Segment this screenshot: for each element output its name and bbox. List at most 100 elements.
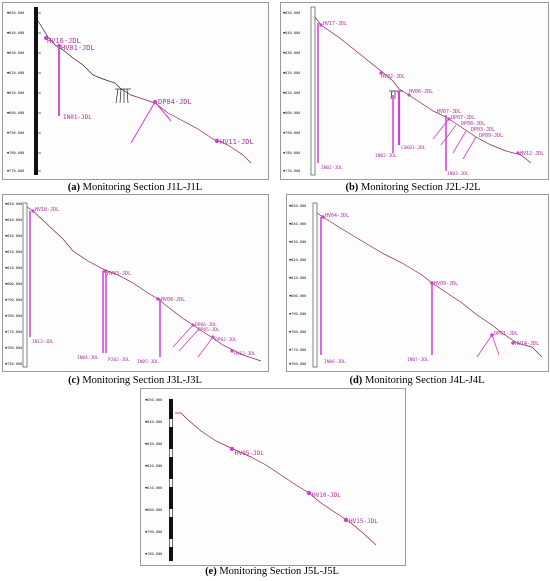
caption-b: (b) Monitoring Section J2L-J2L [278, 182, 548, 193]
marker-hv08 [156, 297, 160, 301]
elevation-label: ▼760.000 [5, 346, 22, 350]
caption-text: Monitoring Section J1L-J1L [82, 182, 203, 193]
caption-letter: (b) [345, 182, 359, 193]
elevation-label: ▼770.000 [283, 169, 300, 173]
retaining-structure [115, 88, 131, 104]
elevation-label: ▼840.000 [289, 222, 306, 226]
label-hv08: HV08-JDL [161, 297, 185, 303]
marker-hv13 [230, 349, 234, 353]
elevation-label: ▼800.000 [283, 111, 300, 115]
slope-profile [175, 412, 377, 546]
elevation-ruler [34, 7, 38, 175]
marker-hv04 [321, 215, 325, 219]
label-dp03: DP03-JDL [471, 127, 495, 133]
label-dp02: DP02-JDL [215, 337, 237, 343]
label-hv16: HV16-JDL [47, 37, 81, 45]
marker-dp06 [191, 323, 195, 327]
elevation-label: ▼820.000 [145, 464, 162, 468]
elevation-label: ▼840.000 [283, 31, 300, 35]
elevation-label: ▼770.000 [289, 348, 306, 352]
ruler-ticks [169, 419, 173, 547]
section-drawing-a: ▼850.000 ▼840.000 ▼830.000 ▼820.000 ▼810… [7, 7, 254, 175]
caption-letter: (e) [205, 566, 217, 577]
marker-hv16 [44, 36, 48, 40]
section-panel-a: ▼850.000 ▼840.000 ▼830.000 ▼820.000 ▼810… [2, 2, 269, 180]
displacement-rods [476, 334, 500, 358]
marker-dp02 [211, 335, 215, 339]
elevation-label: ▼800.000 [5, 282, 22, 286]
section-panel-d: ▼850.000 ▼840.000 ▼830.000 ▼820.000 ▼810… [286, 194, 549, 372]
elevation-label: ▼790.000 [5, 298, 22, 302]
caption-e: (e) Monitoring Section J5L-J5L [137, 566, 407, 577]
elevation-label: ▼780.000 [7, 151, 24, 155]
label-dp06: DP06-JDL [195, 322, 217, 328]
caption-text: Monitoring Section J4L-J4L [364, 375, 485, 386]
displacement-rods [432, 118, 477, 160]
elevation-label: ▼840.000 [145, 420, 162, 424]
label-hv01: HV01-JDL [61, 44, 95, 52]
elevation-label: ▼780.000 [145, 552, 162, 556]
marker-hv15 [343, 517, 349, 523]
caption-text: Monitoring Section J5L-J5L [219, 566, 339, 577]
label-in02: IN02-JDL [375, 153, 397, 159]
label-hv11: HV11-JDL [220, 138, 254, 146]
caption-d: (d) Monitoring Section J4L-J4L [282, 375, 550, 386]
label-hv15: HV15-JDL [349, 518, 378, 525]
label-in05: IN05-JDL [137, 359, 159, 365]
section-drawing-e: ▼850.000 ▼840.000 ▼830.000 ▼820.000 ▼810… [145, 398, 378, 561]
label-cgk01: CGK01-JDL [401, 145, 426, 151]
caption-letter: (d) [349, 375, 363, 386]
slope-profile [26, 206, 262, 362]
elevation-label: ▼850.000 [5, 202, 22, 206]
displacement-rods [172, 324, 214, 358]
slope-profile-lower [120, 88, 252, 164]
marker-hv12 [516, 151, 520, 155]
elevation-label: ▼810.000 [145, 486, 162, 490]
label-hv10: HV10-JDL [312, 492, 341, 499]
elevation-label: ▼800.000 [289, 294, 306, 298]
marker-hv05 [229, 446, 235, 452]
marker-hv06 [407, 93, 411, 97]
label-p202: P202-JDL [108, 357, 130, 363]
elevation-label: ▼840.000 [5, 218, 22, 222]
marker-hv01 [57, 44, 61, 48]
label-hv18: HV18-JDL [35, 207, 59, 213]
section-drawing-c: ▼850.000 ▼840.000 ▼830.000 ▼820.000 ▼810… [5, 202, 262, 368]
marker-hv11 [214, 138, 220, 144]
caption-letter: (a) [67, 182, 81, 193]
elevation-label: ▼820.000 [5, 250, 22, 254]
marker-hv02 [379, 71, 383, 75]
elevation-labels: ▼850.000 ▼840.000 ▼830.000 ▼820.000 ▼810… [289, 204, 306, 366]
label-hv07: HV07-JDL [437, 109, 461, 115]
marker-hv10 [306, 490, 312, 496]
label-hv05: HV05-JDL [235, 450, 264, 457]
marker-dp01 [490, 333, 494, 337]
elevation-label: ▼850.000 [7, 11, 24, 15]
label-in07: IN07-JDL [407, 357, 429, 363]
marker-hv18 [31, 209, 35, 213]
label-hv14: HV14-JDL [515, 341, 539, 347]
elevation-label: ▼820.000 [289, 258, 306, 262]
label-in13: IN13-JDL [32, 339, 54, 345]
caption-a: (a) Monitoring Section J1L-J1L [0, 182, 270, 193]
label-hv03: HV03-JDL [107, 271, 131, 277]
section-panel-e: ▼850.000 ▼840.000 ▼830.000 ▼820.000 ▼810… [140, 388, 406, 566]
label-in03: IN03-JDL [447, 171, 469, 177]
label-in04: IN04-JDL [77, 355, 99, 361]
label-in02-upper: IN02-JDL [321, 165, 343, 171]
elevation-labels: ▼850.000 ▼840.000 ▼830.000 ▼820.000 ▼810… [283, 11, 300, 173]
section-drawing-d: ▼850.000 ▼840.000 ▼830.000 ▼820.000 ▼810… [289, 202, 543, 368]
label-dp05: DP05-JDL [198, 327, 220, 333]
displacement-dp04-a [130, 101, 156, 144]
elevation-label: ▼810.000 [283, 91, 300, 95]
elevation-label: ▼830.000 [289, 240, 306, 244]
caption-text: Monitoring Section J3L-J3L [82, 375, 202, 386]
elevation-label: ▼840.000 [7, 31, 24, 35]
elevation-label: ▼770.000 [7, 169, 24, 173]
caption-text: Monitoring Section J2L-J2L [360, 182, 481, 193]
label-dp08: DP08-JDL [461, 121, 485, 127]
elevation-label: ▼800.000 [7, 111, 24, 115]
section-panel-c: ▼850.000 ▼840.000 ▼830.000 ▼820.000 ▼810… [2, 194, 269, 372]
label-dp01: DP01-JDL [494, 331, 518, 337]
elevation-labels: ▼850.000 ▼840.000 ▼830.000 ▼820.000 ▼810… [7, 11, 24, 173]
